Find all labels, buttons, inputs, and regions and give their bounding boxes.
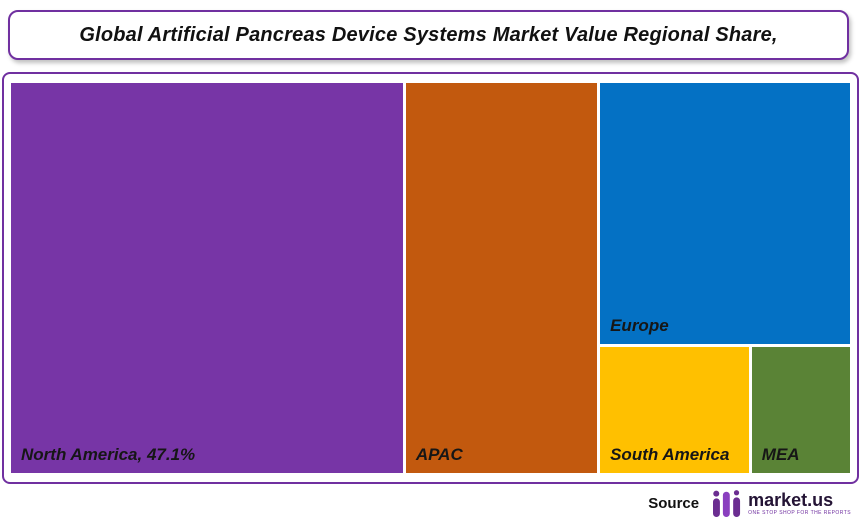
treemap-block-mea: MEA [751, 346, 850, 473]
source-attribution: Source market.us ONE STOP SHOP FOR THE R… [648, 485, 851, 521]
marketus-wordmark: market.us [748, 490, 834, 510]
marketus-logo: market.us ONE STOP SHOP FOR THE REPORTS [711, 489, 851, 517]
treemap-block-north-america: North America, 47.1% [11, 83, 403, 473]
treemap-right-column: Europe South America MEA [600, 83, 850, 473]
treemap-block-apac: APAC [405, 83, 598, 473]
treemap: North America, 47.1% APAC Europe South A… [11, 83, 850, 473]
chart-title-box: Global Artificial Pancreas Device System… [8, 10, 849, 60]
region-label-apac: APAC [415, 445, 463, 464]
treemap-frame: North America, 47.1% APAC Europe South A… [2, 72, 859, 484]
treemap-block-europe: Europe [600, 83, 850, 344]
treemap-block-south-america: South America [600, 346, 749, 473]
region-label-south-america: South America [610, 445, 730, 464]
chart-title: Global Artificial Pancreas Device System… [79, 23, 778, 46]
region-label-north-america: North America, 47.1% [21, 445, 196, 464]
source-label: Source [648, 494, 700, 512]
region-label-europe: Europe [610, 315, 669, 335]
marketus-logo-text: market.us ONE STOP SHOP FOR THE REPORTS [748, 491, 851, 517]
marketus-tagline: ONE STOP SHOP FOR THE REPORTS [748, 510, 851, 516]
marketus-logo-icon [713, 490, 741, 517]
region-label-mea: MEA [761, 445, 800, 464]
treemap-bottom-row: South America MEA [600, 346, 850, 473]
